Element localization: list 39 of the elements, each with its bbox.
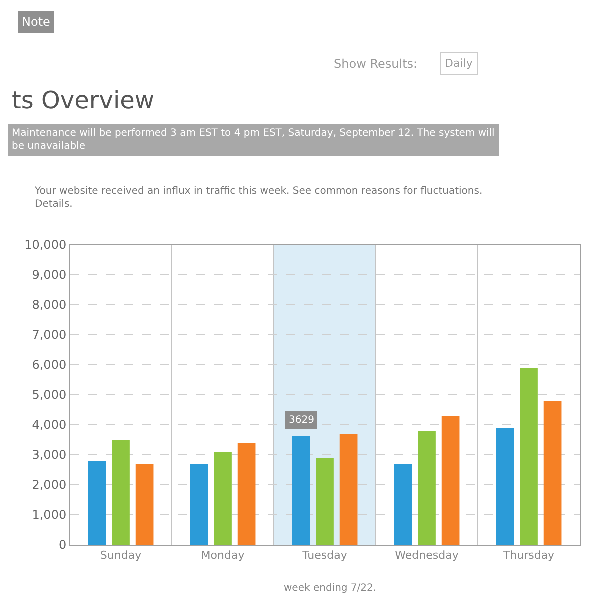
y-tick-label: 0 (58, 538, 67, 552)
y-tick-label: 9,000 (32, 268, 67, 282)
bar (136, 464, 154, 545)
bar (418, 431, 436, 545)
text: Daily (445, 57, 474, 70)
data-label: 3629 (289, 415, 314, 426)
x-tick-label: Thursday (502, 549, 556, 562)
bar (442, 416, 460, 545)
bar (496, 428, 514, 545)
y-tick-label: 7,000 (32, 328, 67, 342)
text: week ending 7/22. (284, 583, 377, 594)
x-tick-label: Sunday (100, 549, 142, 562)
text: Your website received an influx in traffic this week. See common reasons for fluctuations. Details. (34, 186, 483, 210)
x-tick-label: Wednesday (395, 549, 460, 562)
bar (214, 452, 232, 545)
text: Note (22, 15, 50, 29)
y-tick-label: 8,000 (32, 298, 67, 312)
y-tick-label: 10,000 (24, 238, 67, 252)
x-tick-label: Monday (201, 549, 246, 562)
bar (520, 368, 538, 545)
bar (340, 434, 358, 545)
y-tick-label: 1,000 (32, 508, 67, 522)
text: Maintenance will be performed 3 am EST to 4 pm EST, Saturday, September 12. The system will be unavailable (12, 128, 495, 152)
y-tick-label: 6,000 (32, 358, 67, 372)
bar (292, 436, 310, 545)
y-tick-label: 3,000 (32, 448, 67, 462)
bar (238, 443, 256, 545)
bar (112, 440, 130, 545)
x-tick-label: Tuesday (302, 549, 348, 562)
y-tick-label: 5,000 (32, 388, 67, 402)
bar (394, 464, 412, 545)
y-tick-label: 4,000 (32, 418, 67, 432)
bar (544, 401, 562, 545)
bar (316, 458, 334, 545)
text: Show Results: (334, 57, 418, 71)
bar (190, 464, 208, 545)
chart-title: ts Overview (12, 86, 155, 114)
bar (88, 461, 106, 545)
y-tick-label: 2,000 (32, 478, 67, 492)
